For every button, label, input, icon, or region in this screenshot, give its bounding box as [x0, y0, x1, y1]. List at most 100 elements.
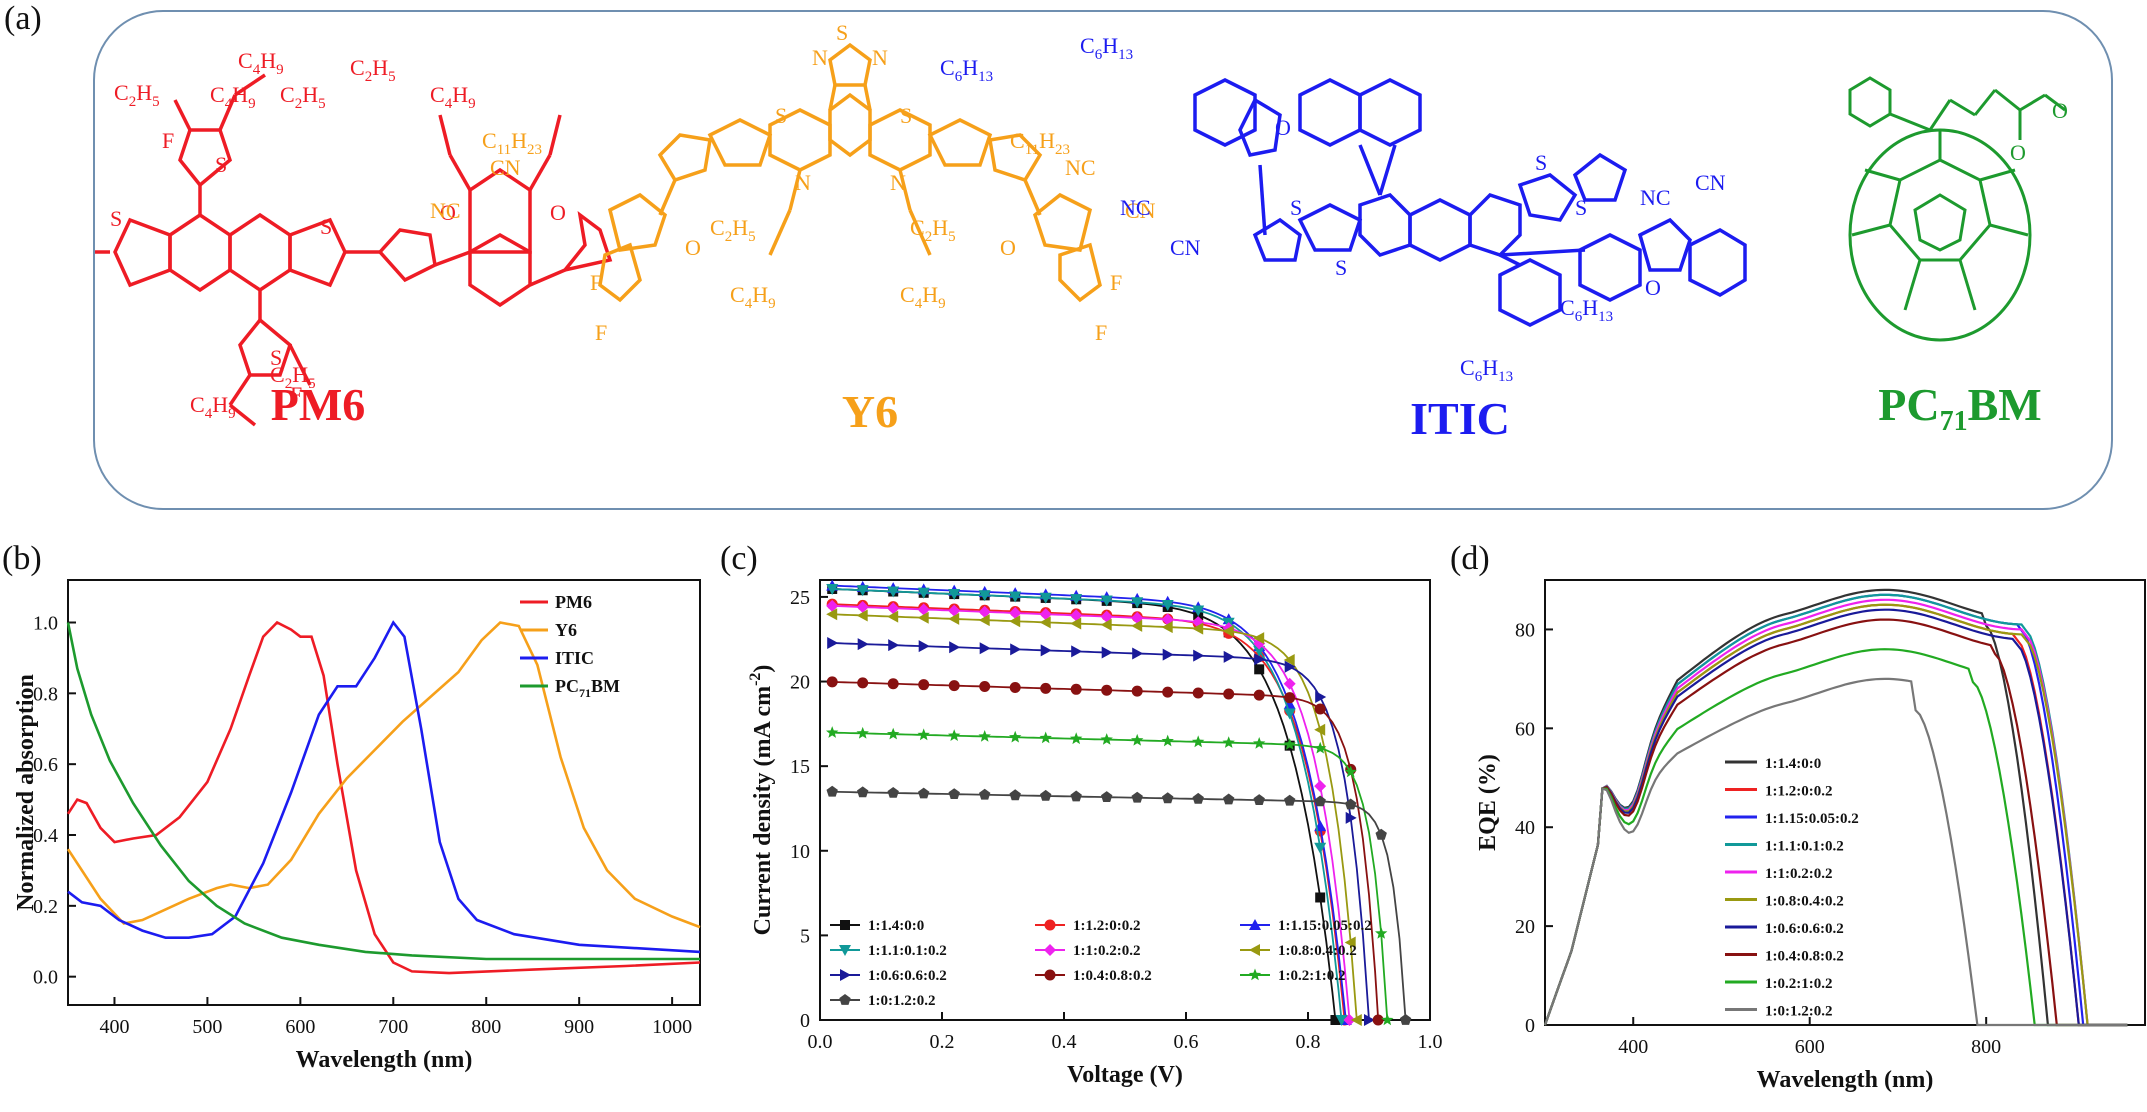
point-1-0-2-1-0-2 — [856, 726, 869, 739]
legend-label-y6: Y6 — [555, 620, 577, 640]
svg-text:NC: NC — [430, 198, 461, 223]
legend-label-1-0-4-0-8-0-2: 1:0.4:0.8:0.2 — [1073, 968, 1152, 984]
point-1-0-1-2-0-2 — [1253, 794, 1265, 805]
y-axis-title: EQE (%) — [1475, 754, 1501, 851]
point-1-0-2-1-0-2 — [1039, 731, 1052, 744]
svg-text:S: S — [836, 20, 848, 45]
legend-label-pc71bm: PC71BM — [555, 676, 620, 700]
point-1-0-1-2-0-2 — [1070, 790, 1082, 802]
svg-text:N: N — [890, 170, 906, 195]
y-tick-label: 40 — [1515, 817, 1535, 839]
y-tick-label: 10 — [790, 841, 810, 863]
point-1-1-1-0-1-0-2 — [1253, 645, 1266, 657]
point-1-0-4-0-8-0-2 — [826, 676, 838, 688]
point-1-0-4-0-8-0-2 — [1070, 683, 1082, 695]
point-1-0-1-2-0-2 — [1345, 798, 1357, 810]
legend-marker-1-1-15-0-05-0-2 — [1249, 919, 1261, 930]
x-axis-title: Wavelength (nm) — [1757, 1067, 1934, 1093]
point-1-0-6-0-6-0-2 — [1010, 643, 1022, 656]
point-1-0-2-1-0-2 — [1009, 730, 1022, 743]
legend-marker-1-0-8-0-4-0-2 — [1249, 944, 1260, 956]
point-1-0-2-1-0-2 — [1253, 737, 1266, 749]
series-1-0-2-1-0-2 — [1543, 648, 2128, 1027]
legend-label-1-0-1-2-0-2: 1:0:1.2:0.2 — [868, 993, 936, 1009]
legend-label-1-1-0-2-0-2: 1:1:0.2:0.2 — [1073, 943, 1141, 959]
panel-b-letter: (b) — [2, 540, 42, 577]
series-1-0-6-0-6-0-2 — [1543, 608, 2128, 1027]
y-tick-label: 0.0 — [33, 967, 58, 989]
svg-text:O: O — [2010, 140, 2026, 165]
point-1-0-1-2-0-2 — [979, 788, 991, 800]
svg-text:F: F — [1110, 270, 1122, 295]
point-1-0-4-0-8-0-2 — [1372, 1014, 1384, 1026]
x-tick-label: 500 — [192, 1016, 222, 1038]
point-1-0-8-0-4-0-2 — [1070, 617, 1082, 630]
point-1-0-6-0-6-0-2 — [1315, 690, 1327, 703]
x-tick-label: 0.8 — [1296, 1031, 1321, 1053]
legend-marker-1-0-4-0-8-0-2 — [1044, 969, 1056, 981]
svg-text:CN: CN — [490, 155, 521, 180]
legend-label-1-0-6-0-6-0-2: 1:0.6:0.6:0.2 — [1765, 921, 1844, 937]
point-1-1-0-2-0-2 — [1343, 1014, 1356, 1026]
point-1-0-8-0-4-0-2 — [1161, 621, 1173, 634]
y-tick-label: 60 — [1515, 718, 1535, 740]
point-1-0-2-1-0-2 — [887, 727, 900, 740]
point-1-1-1-0-1-0-2 — [887, 586, 900, 598]
y-tick-label: 20 — [790, 672, 810, 694]
point-1-0-8-0-4-0-2 — [887, 610, 899, 623]
molecule-label-itic: ITIC — [1410, 393, 1510, 444]
y6-structure: S N N S S N N C11H23 C11H23 NC CN NC CN … — [430, 20, 1156, 345]
point-1-1-1-0-1-0-2 — [1009, 591, 1022, 603]
pc71bm-base: PC — [1878, 379, 1940, 430]
point-1-1-1-0-1-0-2 — [1070, 594, 1083, 606]
molecule-label-pc71bm: PC71BM — [1850, 378, 2070, 438]
y-tick-label: 0.6 — [33, 754, 58, 776]
x-tick-label: 0.0 — [808, 1031, 833, 1053]
svg-text:NC: NC — [1065, 155, 1096, 180]
point-1-1-0-2-0-2 — [1009, 607, 1022, 620]
legend-marker-1-1-2-0-0-2 — [1044, 919, 1056, 931]
svg-text:O: O — [1645, 275, 1661, 300]
point-1-1-1-0-1-0-2 — [1131, 597, 1144, 609]
x-axis-title: Wavelength (nm) — [296, 1047, 473, 1073]
legend-label-1-0-2-1-0-2: 1:0.2:1:0.2 — [1765, 976, 1833, 992]
legend-label-1-1-15-0-05-0-2: 1:1.15:0.05:0.2 — [1278, 918, 1372, 934]
point-1-0-6-0-6-0-2 — [1254, 653, 1266, 666]
point-1-0-8-0-4-0-2 — [1253, 632, 1265, 645]
point-1-0-8-0-4-0-2 — [1283, 653, 1295, 666]
point-1-0-1-2-0-2 — [826, 785, 838, 797]
legend-marker-1-1-1-0-1-0-2 — [839, 945, 851, 956]
panel-a-letter: (a) — [4, 0, 42, 37]
legend-label-pc-sub: 71 — [579, 686, 591, 700]
point-1-0-6-0-6-0-2 — [1284, 660, 1296, 673]
legend-label-1-1-4-0-0: 1:1.4:0:0 — [868, 918, 924, 934]
point-1-0-1-2-0-2 — [918, 787, 930, 799]
point-1-0-6-0-6-0-2 — [1223, 650, 1235, 663]
svg-text:CN: CN — [1125, 198, 1156, 223]
legend-label-1-1-0-2-0-2: 1:1:0.2:0.2 — [1765, 866, 1833, 882]
legend-label-pc-suffix: BM — [591, 676, 620, 696]
y-axis-title-sup: -2 — [747, 673, 764, 686]
svg-text:O: O — [685, 235, 701, 260]
point-1-0-6-0-6-0-2 — [1040, 644, 1052, 657]
series-itic — [67, 620, 701, 954]
point-1-1-1-0-1-0-2 — [948, 589, 961, 601]
point-1-0-1-2-0-2 — [887, 787, 899, 798]
svg-text:F: F — [290, 382, 302, 407]
point-1-0-8-0-4-0-2 — [978, 614, 990, 627]
series-pc71bm — [66, 622, 700, 961]
point-1-0-1-2-0-2 — [1131, 791, 1143, 803]
pc71bm-suffix: BM — [1967, 379, 2042, 430]
point-1-0-6-0-6-0-2 — [1364, 1014, 1375, 1026]
svg-text:O: O — [440, 200, 456, 225]
x-tick-label: 600 — [285, 1016, 315, 1038]
point-1-1-0-2-0-2 — [856, 601, 869, 614]
y-axis-title: Current density (mA cm-2) — [747, 665, 776, 936]
point-1-0-1-2-0-2 — [1399, 1014, 1412, 1025]
point-1-1-4-0-0 — [1330, 1015, 1341, 1025]
legend-label-1-1-15-0-05-0-2: 1:1.15:0.05:0.2 — [1765, 811, 1859, 827]
x-tick-label: 700 — [378, 1016, 408, 1038]
point-1-0-1-2-0-2 — [1101, 791, 1113, 802]
x-tick-label: 900 — [564, 1016, 594, 1038]
